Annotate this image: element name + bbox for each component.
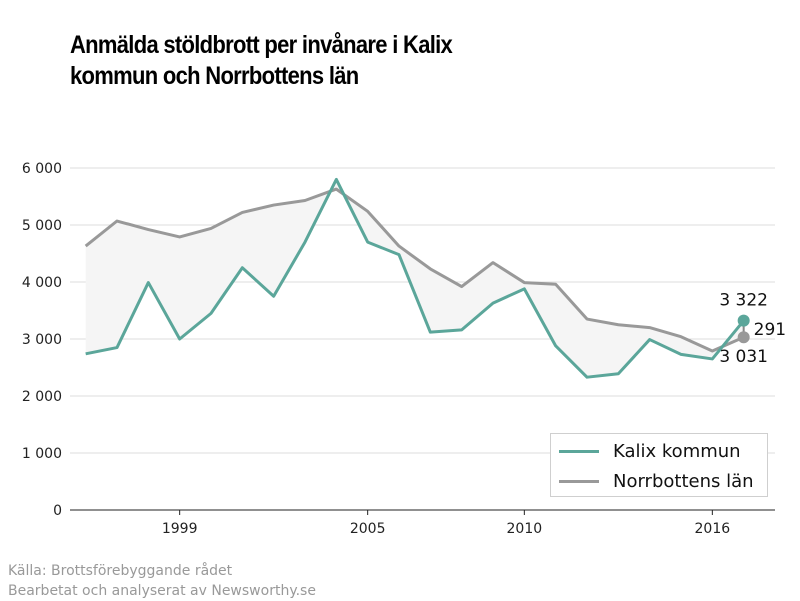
- source-line-1: Källa: Brottsförebyggande rådet: [8, 563, 233, 579]
- y-tick-label: 4 000: [22, 275, 62, 291]
- legend-label-kalix: Kalix kommun: [613, 440, 741, 462]
- x-tick-label: 2016: [695, 521, 731, 537]
- source-line-2: Bearbetat och analyserat av Newsworthy.s…: [8, 583, 316, 599]
- end-label-norrbotten: 3 031: [719, 347, 768, 367]
- gap-fill: [85, 179, 744, 378]
- x-tick-label: 2010: [507, 521, 543, 537]
- x-tick-label: 2005: [350, 521, 386, 537]
- legend-label-norrbotten: Norrbottens län: [613, 470, 754, 492]
- y-tick-label: 3 000: [22, 332, 62, 348]
- x-tick-label: 1999: [162, 521, 198, 537]
- y-tick-label: 6 000: [22, 161, 62, 177]
- y-tick-label: 1 000: [22, 446, 62, 462]
- end-point-kalix: [737, 314, 750, 327]
- difference-label: 291: [754, 320, 786, 340]
- legend-item-norrbotten: Norrbottens län: [559, 470, 754, 492]
- legend-item-kalix: Kalix kommun: [559, 440, 741, 462]
- chart-title-line-1: Anmälda stöldbrott per invånare i Kalix: [70, 31, 453, 59]
- y-tick-label: 5 000: [22, 218, 62, 234]
- y-tick-labels: 0 1 000 2 000 3 000 4 000 5 000 6 000: [22, 161, 62, 519]
- series-lines: [84, 177, 745, 379]
- series-line-norrbotten: [84, 187, 745, 353]
- x-tick-labels: 1999 2005 2010 2016: [162, 521, 730, 537]
- end-annotations: 3 322 3 031 291: [719, 291, 786, 368]
- legend-swatch-norrbotten: [559, 479, 599, 483]
- end-point-norrbotten: [737, 331, 750, 344]
- y-tick-label: 2 000: [22, 389, 62, 405]
- gap-area: [85, 179, 744, 378]
- chart-title: Anmälda stöldbrott per invånare i Kalix …: [70, 30, 686, 92]
- end-label-kalix: 3 322: [719, 291, 768, 311]
- axes: [70, 509, 775, 515]
- legend: Kalix kommun Norrbottens län: [550, 433, 768, 497]
- source-note: Källa: Brottsförebyggande rådet Bearbeta…: [8, 561, 316, 601]
- legend-swatch-kalix: [559, 449, 599, 453]
- chart-title-line-2: kommun och Norrbottens län: [70, 62, 359, 90]
- y-tick-label: 0: [53, 503, 62, 519]
- series-line-kalix: [85, 177, 745, 379]
